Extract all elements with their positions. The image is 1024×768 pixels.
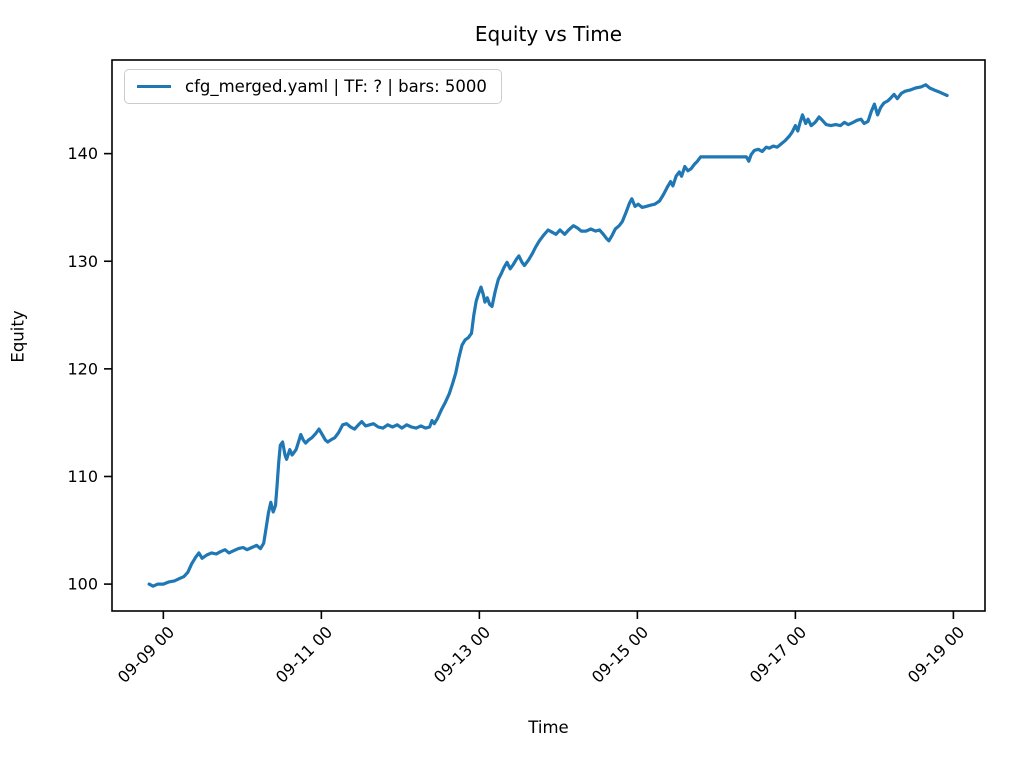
y-tick-label: 130 <box>67 252 98 271</box>
legend-label: cfg_merged.yaml | TF: ? | bars: 5000 <box>185 77 487 96</box>
x-tick-label: 09-09 00 <box>114 622 178 686</box>
y-tick-label: 110 <box>67 467 98 486</box>
y-tick-label: 140 <box>67 144 98 163</box>
x-tick-label: 09-13 00 <box>430 622 494 686</box>
x-tick-label: 09-17 00 <box>746 622 810 686</box>
y-tick-label: 120 <box>67 359 98 378</box>
x-tick-label: 09-15 00 <box>588 622 652 686</box>
x-tick-label: 09-19 00 <box>904 622 968 686</box>
axes-frame <box>111 59 986 612</box>
y-tick-label: 100 <box>67 575 98 594</box>
y-axis-label: Equity <box>8 310 28 363</box>
x-axis-label: Time <box>528 718 569 737</box>
legend: cfg_merged.yaml | TF: ? | bars: 5000 <box>124 69 502 104</box>
equity-line <box>147 83 949 588</box>
x-tick-label: 09-11 00 <box>272 622 336 686</box>
chart-title: Equity vs Time <box>474 22 623 46</box>
legend-line-sample <box>137 85 171 88</box>
